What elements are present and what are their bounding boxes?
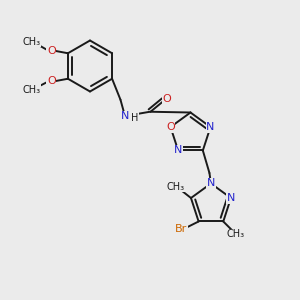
- Text: CH₃: CH₃: [167, 182, 185, 192]
- Text: N: N: [227, 193, 235, 203]
- Text: N: N: [174, 146, 182, 155]
- Text: CH₃: CH₃: [23, 85, 41, 94]
- Text: O: O: [47, 76, 56, 86]
- Text: CH₃: CH₃: [227, 229, 245, 239]
- Text: CH₃: CH₃: [23, 37, 41, 47]
- Text: O: O: [47, 46, 56, 56]
- Text: N: N: [121, 111, 129, 121]
- Text: Br: Br: [175, 224, 187, 234]
- Text: N: N: [207, 178, 215, 188]
- Text: N: N: [206, 122, 215, 132]
- Text: O: O: [163, 94, 171, 104]
- Text: H: H: [131, 113, 138, 123]
- Text: O: O: [166, 122, 175, 132]
